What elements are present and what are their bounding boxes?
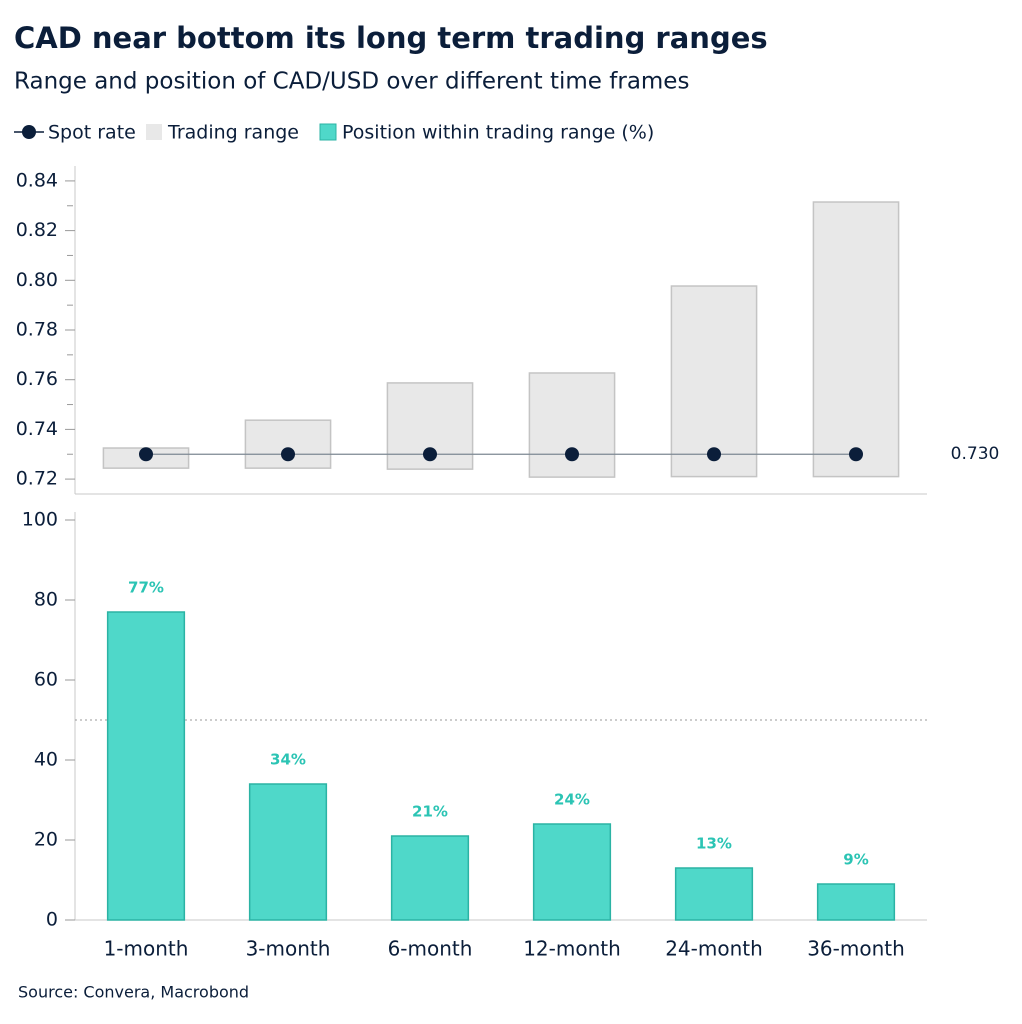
legend-marker	[146, 124, 162, 140]
spot-dot	[565, 447, 579, 462]
legend-marker	[319, 123, 337, 141]
x-tick-label: 3-month	[246, 937, 331, 961]
x-tick-label: 24-month	[665, 937, 763, 961]
legend-label: Trading range	[167, 122, 299, 144]
y-tick-label: 40	[34, 749, 58, 771]
y-tick-label: 0.74	[16, 418, 58, 440]
value-label: 21%	[412, 803, 448, 821]
x-tick-label: 36-month	[807, 937, 905, 961]
value-label: 77%	[128, 579, 164, 597]
spot-dot	[707, 447, 721, 462]
value-label: 34%	[270, 751, 306, 769]
bar	[390, 835, 470, 921]
bar	[674, 867, 754, 921]
legend-label: Spot rate	[48, 122, 136, 144]
spot-dot	[139, 447, 153, 462]
bar	[816, 883, 896, 921]
chart-subtitle: Range and position of CAD/USD over diffe…	[14, 69, 689, 95]
y-tick-label: 0.78	[16, 319, 58, 341]
source: Source: Convera, Macrobond	[18, 983, 249, 1002]
y-tick-label: 60	[34, 669, 58, 691]
range-box	[670, 285, 758, 478]
x-tick-label: 1-month	[104, 937, 189, 961]
y-tick-label: 0.76	[16, 368, 58, 390]
y-tick-label: 0.72	[16, 468, 58, 490]
range-box	[528, 372, 616, 478]
chart-title: CAD near bottom its long term trading ra…	[14, 21, 768, 55]
y-tick-label: 0.80	[16, 269, 58, 291]
value-label: 9%	[843, 851, 868, 869]
legend-label: Position within trading range (%)	[342, 122, 654, 144]
spot-dot	[281, 447, 295, 462]
spot-dot	[423, 447, 437, 462]
legend: Spot rate Trading range Position within …	[14, 122, 654, 144]
bar	[532, 823, 612, 921]
y-tick-label: 0	[46, 909, 58, 931]
value-label: 13%	[696, 835, 732, 853]
x-tick-label: 12-month	[523, 937, 621, 961]
bar	[248, 783, 328, 921]
legend-marker	[22, 125, 36, 139]
y-tick-label: 100	[22, 509, 58, 531]
x-tick-label: 6-month	[388, 937, 473, 961]
bar	[106, 611, 186, 921]
range-box	[812, 201, 900, 478]
y-tick-label: 0.82	[16, 219, 58, 241]
value-label: 24%	[554, 791, 590, 809]
y-tick-label: 80	[34, 589, 58, 611]
spot-dot	[849, 447, 863, 462]
y-tick-label: 0.84	[16, 169, 58, 191]
value-label: 0.730	[951, 444, 1000, 464]
y-tick-label: 20	[34, 829, 58, 851]
